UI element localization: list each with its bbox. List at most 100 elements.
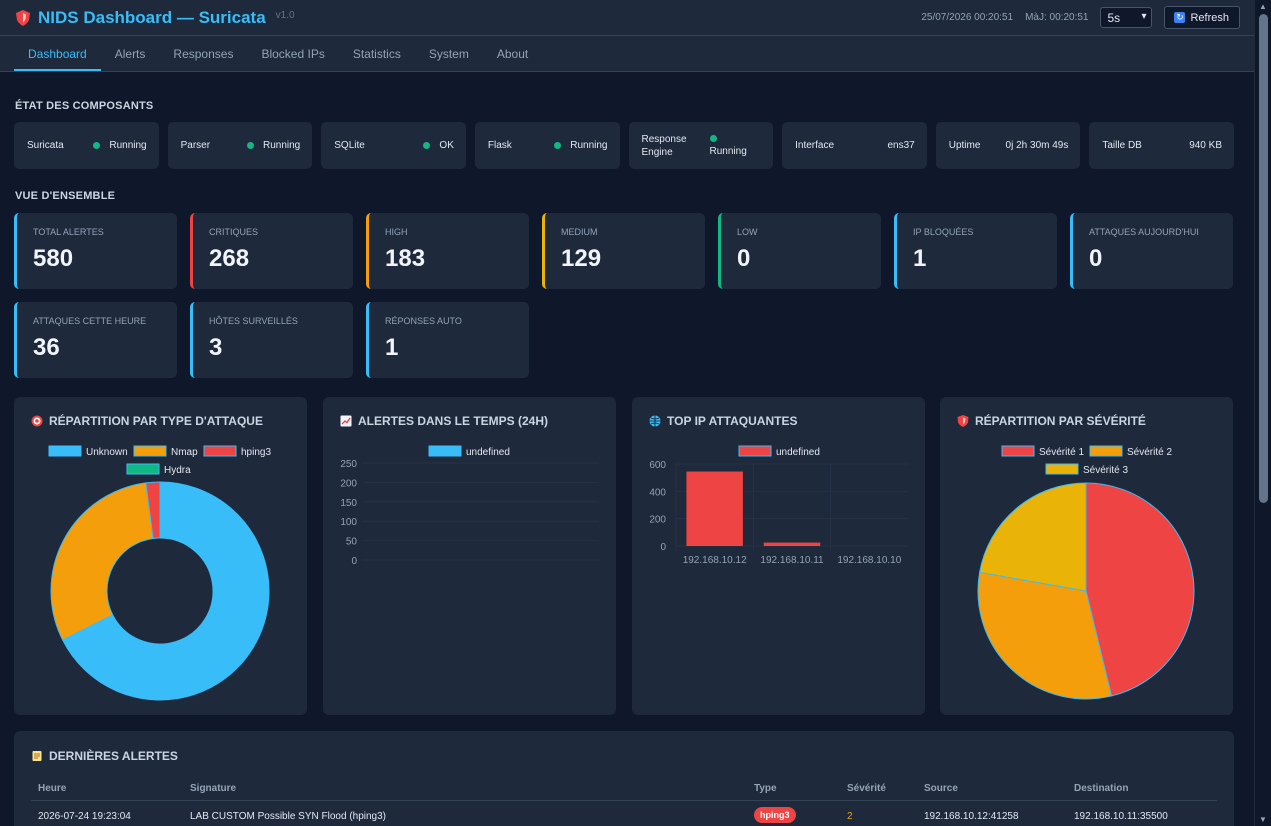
legend-item-1-swatch: [1089, 445, 1123, 457]
component-status: Running: [109, 140, 147, 151]
tab-system[interactable]: System: [428, 47, 469, 61]
legend-item-1-label: Nmap: [171, 447, 198, 458]
y-tick-label: 0: [351, 556, 357, 567]
stat-value: 36: [33, 334, 60, 361]
y-tick-label: 0: [660, 542, 666, 553]
scrollbar-thumb[interactable]: [1259, 14, 1268, 503]
x-tick-label: 192.168.10.10: [837, 555, 901, 566]
latest-alerts-title-text: DERNIÈRES ALERTES: [49, 749, 178, 763]
legend-item-1-label: Sévérité 2: [1127, 447, 1172, 458]
stat-card-critical: CRITIQUES 268: [190, 213, 353, 289]
y-tick-label: 200: [649, 515, 666, 526]
severity-card-title: RÉPARTITION PAR SÉVÉRITÉ: [957, 414, 1146, 428]
legend-item-0-swatch: [738, 445, 772, 457]
legend-item-0-label: undefined: [466, 447, 510, 458]
refresh-interval-select[interactable]: 5s ▾: [1100, 7, 1153, 28]
stat-card-attacks-today: ATTAQUES AUJOURD'HUI 0: [1070, 213, 1233, 289]
column-header-signature[interactable]: Signature: [190, 783, 237, 794]
timeline-chart: undefined 250 200 150 100 50 0: [340, 445, 599, 567]
x-tick-label: 192.168.10.11: [760, 555, 824, 566]
stat-value: 268: [209, 245, 250, 272]
component-status: Running: [262, 140, 301, 151]
chart-up-icon: [340, 415, 352, 427]
stat-card-monitored-hosts: HÔTES SURVEILLÉS 3: [190, 302, 353, 378]
legend-item-0-swatch: [428, 445, 462, 457]
app-title: NIDS Dashboard — Suricata: [38, 7, 266, 27]
component-status: 940 KB: [1189, 140, 1222, 151]
tab-statistics[interactable]: Statistics: [352, 47, 401, 61]
alert-row-destination: 192.168.10.11:35500: [1074, 811, 1168, 822]
legend-item-1-swatch: [133, 445, 167, 457]
y-tick-label: 600: [649, 460, 666, 471]
page-scrollbar[interactable]: ▲ ▼: [1254, 0, 1271, 826]
tab-about[interactable]: About: [496, 47, 529, 61]
component-parser: Parser Running: [167, 122, 313, 169]
column-header-time[interactable]: Heure: [38, 783, 67, 794]
column-header-destination[interactable]: Destination: [1074, 783, 1129, 794]
severity-title-text: RÉPARTITION PAR SÉVÉRITÉ: [975, 414, 1146, 428]
current-datetime: 25/07/2026 00:20:51: [921, 12, 1014, 23]
component-suricata: Suricata Running: [14, 122, 159, 169]
column-header-source[interactable]: Source: [924, 783, 958, 794]
stat-value: 580: [33, 245, 74, 272]
stat-card-attacks-hour: ATTAQUES CETTE HEURE 36: [14, 302, 177, 378]
stat-label: LOW: [737, 227, 758, 237]
component-name: SQLite: [334, 140, 365, 151]
globe-icon: [649, 415, 661, 427]
refresh-button[interactable]: ↻ Refresh: [1164, 6, 1240, 29]
column-header-type[interactable]: Type: [754, 783, 777, 794]
target-icon: [31, 415, 43, 427]
table-divider: [31, 800, 1217, 801]
timeline-card-title: ALERTES DANS LE TEMPS (24H): [340, 414, 548, 428]
version-label: v1.0: [275, 10, 295, 21]
severity-card: Sévérité 1 Sévérité 2 Sévérité 3 RÉPARTITI…: [940, 397, 1233, 715]
component-flask: Flask Running: [474, 122, 620, 169]
stat-label: HÔTES SURVEILLÉS: [209, 316, 298, 326]
stat-value: 3: [209, 334, 223, 361]
stat-label: MEDIUM: [561, 227, 598, 237]
y-tick-label: 150: [340, 498, 357, 509]
component-status: Running: [570, 140, 608, 151]
scroll-up-icon[interactable]: ▲: [1259, 2, 1267, 11]
pie-slice-2: [979, 482, 1087, 592]
status-dot-icon: [246, 142, 254, 149]
stat-value: 1: [385, 334, 399, 361]
doughnut-slice-2: [145, 481, 161, 540]
top-ip-chart: undefined 600 400 200 0 192.168.10.12 192.168.…: [649, 445, 908, 566]
pie-slice-0: [1085, 482, 1195, 697]
timeline-title-text: ALERTES DANS LE TEMPS (24H): [358, 414, 549, 428]
tab-dashboard[interactable]: Dashboard: [14, 35, 101, 71]
doughnut-slice-1: [50, 482, 154, 641]
scroll-down-icon[interactable]: ▼: [1259, 815, 1267, 824]
legend-item-0-swatch: [48, 445, 82, 457]
alert-type-badge: hping3: [754, 807, 796, 823]
stat-value: 0: [737, 245, 751, 272]
tab-blocked-ips[interactable]: Blocked IPs: [261, 47, 325, 61]
component-name: Taille DB: [1102, 140, 1142, 151]
component-status: OK: [439, 140, 454, 151]
stat-label: ATTAQUES AUJOURD'HUI: [1089, 227, 1199, 237]
legend-item-2-label: hping3: [241, 447, 271, 458]
overview-section-title: VUE D'ENSEMBLE: [15, 190, 116, 202]
components-section-title: ÉTAT DES COMPOSANTS: [15, 100, 154, 112]
top-ip-card: undefined 600 400 200 0 192.168.10.12 192.168.…: [632, 397, 925, 715]
y-tick-label: 400: [649, 487, 666, 498]
component-name: Suricata: [27, 140, 64, 151]
stat-card-blocked-ips: IP BLOQUÉES 1: [894, 213, 1057, 289]
timeline-card: undefined 250 200 150 100 50 0 ALERTES DANS LE…: [323, 397, 616, 715]
alert-row-signature[interactable]: LAB CUSTOM Possible SYN Flood (hping3): [190, 811, 387, 822]
component-name: Flask: [487, 140, 512, 151]
column-header-severity[interactable]: Sévérité: [847, 783, 886, 794]
top-ip-title-text: TOP IP ATTAQUANTES: [667, 414, 798, 428]
attack-type-card-title: RÉPARTITION PAR TYPE D'ATTAQUE: [31, 414, 263, 428]
y-tick-label: 100: [340, 517, 357, 528]
component-status: Running: [709, 145, 747, 157]
legend-item-0-swatch: [1001, 445, 1035, 457]
latest-alerts-card: DERNIÈRES ALERTES Heure Signature Type S…: [14, 731, 1234, 826]
alert-row-source: 192.168.10.12:41258: [924, 811, 1019, 822]
tab-responses[interactable]: Responses: [173, 47, 234, 61]
tab-alerts[interactable]: Alerts: [114, 47, 146, 61]
component-interface: Interface ens37: [782, 122, 927, 169]
component-sqlite: SQLite OK: [321, 122, 466, 169]
refresh-interval-value: 5s: [1107, 10, 1121, 25]
